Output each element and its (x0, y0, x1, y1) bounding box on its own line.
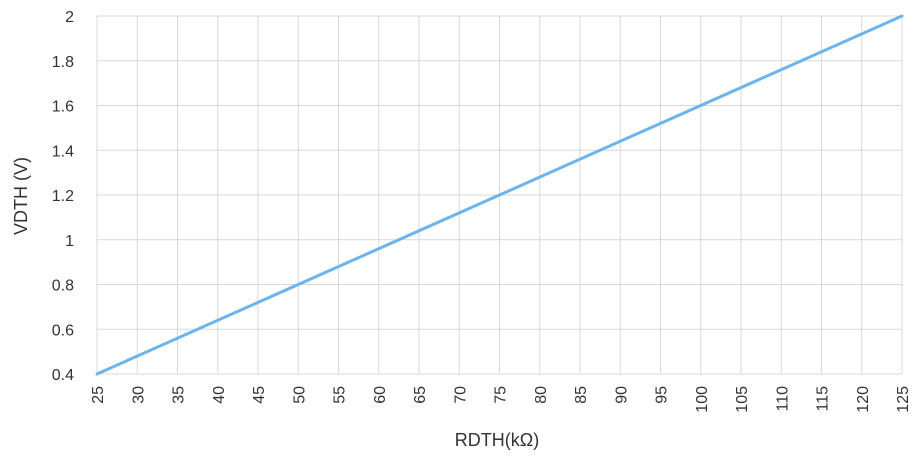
x-tick-label: 60 (372, 386, 389, 404)
y-tick-label: 1 (65, 233, 74, 250)
x-tick-label: 90 (613, 386, 630, 404)
x-tick-labels: 25 30 35 40 45 50 55 60 65 70 75 80 85 90 95 100 105 110 1… (90, 386, 912, 413)
x-tick-label: 35 (171, 386, 188, 404)
y-axis-title: VDTH (V) (11, 157, 31, 235)
x-tick-label: 55 (332, 386, 349, 404)
x-tick-label: 65 (412, 386, 429, 404)
x-tick-label: 70 (452, 386, 469, 404)
x-tick-label: 30 (130, 386, 147, 404)
y-tick-label: 2 (65, 9, 74, 26)
x-tick-label: 40 (211, 386, 228, 404)
x-tick-label: 75 (493, 386, 510, 404)
y-tick-label: 0.6 (52, 322, 74, 339)
x-tick-label: 50 (291, 386, 308, 404)
y-tick-label: 1.2 (52, 188, 74, 205)
x-tick-label: 110 (774, 386, 791, 412)
x-tick-label: 85 (573, 386, 590, 404)
x-axis-title: RDTH(kΩ) (455, 430, 539, 450)
y-tick-labels: 0.4 0.6 0.8 1 1.2 1.4 1.6 1.8 2 (52, 9, 74, 384)
series-line (95, 14, 904, 376)
x-tick-label: 105 (734, 386, 751, 413)
x-tick-label: 120 (855, 386, 872, 413)
x-tick-label: 25 (90, 386, 107, 404)
grid (96, 15, 903, 375)
y-tick-label: 1.6 (52, 99, 74, 116)
x-tick-label: 80 (533, 386, 550, 404)
y-tick-label: 1.8 (52, 54, 74, 71)
x-tick-label: 115 (815, 386, 832, 412)
y-tick-label: 0.8 (52, 278, 74, 295)
x-tick-label: 125 (895, 386, 912, 413)
x-tick-label: 100 (694, 386, 711, 413)
y-tick-label: 1.4 (52, 143, 74, 160)
x-tick-label: 95 (654, 386, 671, 404)
y-tick-label: 0.4 (52, 367, 74, 384)
series-layer (95, 14, 904, 376)
x-tick-label: 45 (251, 386, 268, 404)
